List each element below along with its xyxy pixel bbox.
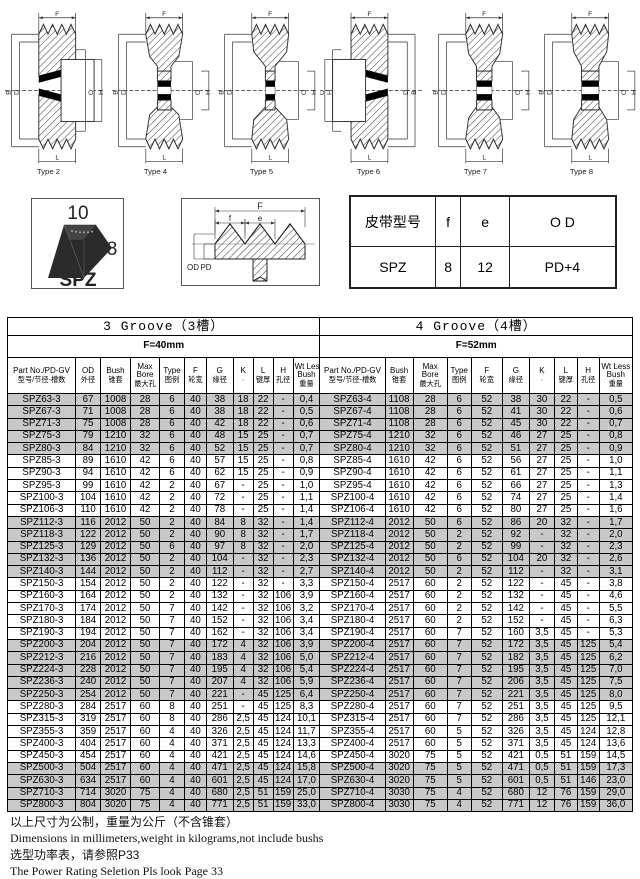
svg-text:B: B: [411, 90, 418, 95]
svg-text:D: D: [120, 90, 127, 95]
svg-text:L: L: [55, 154, 59, 161]
svg-text:D: D: [440, 90, 447, 95]
svg-text:H: H: [524, 90, 531, 95]
svg-text:L: L: [162, 154, 166, 161]
svg-text:F: F: [367, 11, 371, 18]
svg-text:L: L: [482, 154, 486, 161]
svg-text:O: O: [320, 90, 326, 95]
svg-text:F: F: [268, 11, 272, 18]
svg-text:Type 7: Type 7: [464, 167, 487, 176]
svg-text:L: L: [269, 154, 273, 161]
svg-text:O: O: [621, 90, 628, 95]
svg-text:Type 4: Type 4: [144, 167, 168, 176]
svg-text:F: F: [482, 11, 486, 18]
svg-text:O: O: [195, 90, 202, 95]
svg-text:B: B: [432, 90, 439, 95]
svg-text:O: O: [88, 90, 95, 95]
svg-text:F: F: [589, 11, 593, 18]
svg-text:H: H: [98, 90, 105, 95]
svg-text:Type 5: Type 5: [250, 167, 273, 176]
svg-text:O: O: [301, 90, 308, 95]
svg-text:OD: OD: [187, 263, 199, 272]
svg-text:D: D: [227, 90, 234, 95]
svg-text:O: O: [515, 90, 522, 95]
svg-text:D: D: [547, 90, 554, 95]
svg-text:F: F: [257, 201, 263, 211]
svg-text:Type 6: Type 6: [357, 167, 380, 176]
svg-text:B: B: [539, 90, 546, 95]
svg-text:H: H: [631, 90, 638, 95]
svg-text:H: H: [311, 90, 318, 95]
svg-text:B: B: [6, 90, 13, 95]
svg-text:Type 8: Type 8: [570, 167, 593, 176]
svg-text:L: L: [589, 154, 593, 161]
svg-text:PD: PD: [200, 263, 211, 272]
svg-text:F: F: [55, 11, 59, 18]
svg-text:H: H: [204, 90, 211, 95]
svg-text:D: D: [403, 90, 410, 95]
svg-text:e: e: [258, 214, 263, 223]
svg-text:D: D: [13, 90, 20, 95]
svg-text:L: L: [368, 154, 372, 161]
svg-text:10: 10: [67, 203, 88, 224]
svg-text:F: F: [162, 11, 166, 18]
svg-text:Type 2: Type 2: [37, 167, 60, 176]
svg-text:f: f: [229, 214, 232, 223]
svg-text:B: B: [219, 90, 226, 95]
svg-text:B: B: [112, 90, 119, 95]
